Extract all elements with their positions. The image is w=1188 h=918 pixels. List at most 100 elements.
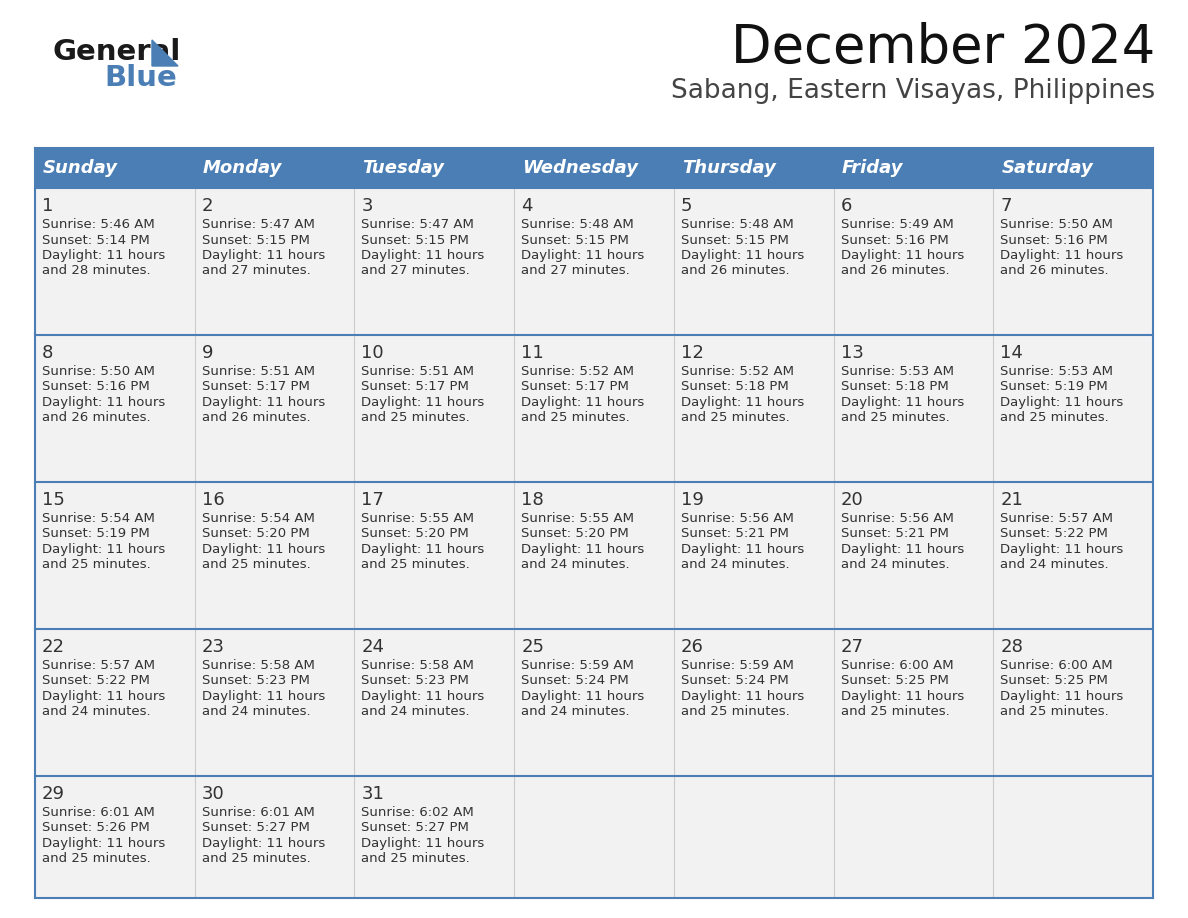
Text: Sunset: 5:20 PM: Sunset: 5:20 PM: [522, 528, 628, 541]
Text: and 24 minutes.: and 24 minutes.: [681, 558, 790, 572]
Text: Sunrise: 5:58 AM: Sunrise: 5:58 AM: [202, 659, 315, 672]
Text: Sunset: 5:16 PM: Sunset: 5:16 PM: [42, 380, 150, 394]
Text: General: General: [52, 38, 181, 66]
Text: Sunrise: 5:51 AM: Sunrise: 5:51 AM: [361, 365, 474, 378]
Text: Daylight: 11 hours: Daylight: 11 hours: [202, 249, 326, 262]
Bar: [34, 776, 1154, 898]
Text: and 24 minutes.: and 24 minutes.: [1000, 558, 1108, 572]
Text: Daylight: 11 hours: Daylight: 11 hours: [202, 396, 326, 409]
Text: Sunrise: 5:53 AM: Sunrise: 5:53 AM: [1000, 365, 1113, 378]
Text: Daylight: 11 hours: Daylight: 11 hours: [361, 543, 485, 556]
Text: and 25 minutes.: and 25 minutes.: [202, 853, 310, 866]
Text: 18: 18: [522, 491, 544, 509]
Text: Daylight: 11 hours: Daylight: 11 hours: [42, 396, 165, 409]
Text: Friday: Friday: [841, 159, 903, 177]
Text: 24: 24: [361, 638, 385, 656]
Text: 4: 4: [522, 197, 532, 215]
Text: Sunrise: 5:49 AM: Sunrise: 5:49 AM: [841, 218, 953, 231]
Text: Thursday: Thursday: [682, 159, 776, 177]
Text: Wednesday: Wednesday: [523, 159, 638, 177]
Text: 28: 28: [1000, 638, 1023, 656]
Text: Daylight: 11 hours: Daylight: 11 hours: [681, 690, 804, 703]
Text: Monday: Monday: [203, 159, 282, 177]
Text: 16: 16: [202, 491, 225, 509]
Text: Daylight: 11 hours: Daylight: 11 hours: [681, 249, 804, 262]
Text: Sunrise: 5:51 AM: Sunrise: 5:51 AM: [202, 365, 315, 378]
Text: Daylight: 11 hours: Daylight: 11 hours: [361, 837, 485, 850]
Text: Daylight: 11 hours: Daylight: 11 hours: [841, 690, 963, 703]
Text: Sunrise: 6:02 AM: Sunrise: 6:02 AM: [361, 806, 474, 819]
Text: Daylight: 11 hours: Daylight: 11 hours: [1000, 396, 1124, 409]
Text: Daylight: 11 hours: Daylight: 11 hours: [42, 249, 165, 262]
Text: Sunrise: 5:55 AM: Sunrise: 5:55 AM: [522, 512, 634, 525]
Text: and 25 minutes.: and 25 minutes.: [841, 706, 949, 719]
Text: 12: 12: [681, 344, 703, 362]
Text: Daylight: 11 hours: Daylight: 11 hours: [361, 690, 485, 703]
Text: Daylight: 11 hours: Daylight: 11 hours: [361, 396, 485, 409]
Text: Sunset: 5:14 PM: Sunset: 5:14 PM: [42, 233, 150, 247]
Text: 11: 11: [522, 344, 544, 362]
Bar: [34, 629, 1154, 776]
Text: Sunrise: 5:52 AM: Sunrise: 5:52 AM: [681, 365, 794, 378]
Text: December 2024: December 2024: [731, 22, 1155, 74]
Text: 13: 13: [841, 344, 864, 362]
Text: Sunset: 5:18 PM: Sunset: 5:18 PM: [841, 380, 948, 394]
Text: Sunset: 5:20 PM: Sunset: 5:20 PM: [202, 528, 309, 541]
Text: and 25 minutes.: and 25 minutes.: [361, 853, 470, 866]
Text: Sunset: 5:17 PM: Sunset: 5:17 PM: [202, 380, 310, 394]
Text: Sunset: 5:16 PM: Sunset: 5:16 PM: [841, 233, 948, 247]
Text: Daylight: 11 hours: Daylight: 11 hours: [1000, 543, 1124, 556]
Text: 9: 9: [202, 344, 213, 362]
Text: Sunset: 5:19 PM: Sunset: 5:19 PM: [1000, 380, 1108, 394]
Bar: [34, 188, 1154, 335]
Text: Sunrise: 5:46 AM: Sunrise: 5:46 AM: [42, 218, 154, 231]
Text: Sunrise: 5:59 AM: Sunrise: 5:59 AM: [681, 659, 794, 672]
Text: Sunset: 5:22 PM: Sunset: 5:22 PM: [1000, 528, 1108, 541]
Text: and 25 minutes.: and 25 minutes.: [841, 411, 949, 424]
Text: Sunrise: 5:56 AM: Sunrise: 5:56 AM: [681, 512, 794, 525]
Text: 8: 8: [42, 344, 53, 362]
Text: Daylight: 11 hours: Daylight: 11 hours: [522, 249, 644, 262]
Text: Sunset: 5:21 PM: Sunset: 5:21 PM: [681, 528, 789, 541]
Text: Daylight: 11 hours: Daylight: 11 hours: [841, 543, 963, 556]
Text: and 24 minutes.: and 24 minutes.: [522, 706, 630, 719]
Text: 25: 25: [522, 638, 544, 656]
Text: and 25 minutes.: and 25 minutes.: [42, 853, 151, 866]
Text: Daylight: 11 hours: Daylight: 11 hours: [202, 690, 326, 703]
Text: Sunrise: 5:53 AM: Sunrise: 5:53 AM: [841, 365, 954, 378]
Text: 26: 26: [681, 638, 703, 656]
Text: and 24 minutes.: and 24 minutes.: [202, 706, 310, 719]
Text: and 25 minutes.: and 25 minutes.: [681, 411, 790, 424]
Text: Sunrise: 5:56 AM: Sunrise: 5:56 AM: [841, 512, 954, 525]
Text: and 24 minutes.: and 24 minutes.: [841, 558, 949, 572]
Text: 23: 23: [202, 638, 225, 656]
Text: and 28 minutes.: and 28 minutes.: [42, 264, 151, 277]
Text: and 27 minutes.: and 27 minutes.: [522, 264, 630, 277]
Text: 6: 6: [841, 197, 852, 215]
Text: Sunset: 5:24 PM: Sunset: 5:24 PM: [681, 675, 789, 688]
Text: Daylight: 11 hours: Daylight: 11 hours: [1000, 690, 1124, 703]
Text: 17: 17: [361, 491, 384, 509]
Text: Sunset: 5:24 PM: Sunset: 5:24 PM: [522, 675, 628, 688]
Text: Sunday: Sunday: [43, 159, 118, 177]
Text: Sunset: 5:23 PM: Sunset: 5:23 PM: [361, 675, 469, 688]
Text: Sunset: 5:17 PM: Sunset: 5:17 PM: [522, 380, 628, 394]
Text: Daylight: 11 hours: Daylight: 11 hours: [42, 690, 165, 703]
Text: 21: 21: [1000, 491, 1023, 509]
Text: 31: 31: [361, 785, 384, 803]
Text: Sunrise: 5:48 AM: Sunrise: 5:48 AM: [522, 218, 634, 231]
Text: and 24 minutes.: and 24 minutes.: [361, 706, 470, 719]
Text: Daylight: 11 hours: Daylight: 11 hours: [841, 396, 963, 409]
Text: and 24 minutes.: and 24 minutes.: [42, 706, 151, 719]
Text: Daylight: 11 hours: Daylight: 11 hours: [522, 690, 644, 703]
Text: and 26 minutes.: and 26 minutes.: [42, 411, 151, 424]
Text: Sunrise: 6:01 AM: Sunrise: 6:01 AM: [202, 806, 315, 819]
Text: and 25 minutes.: and 25 minutes.: [1000, 706, 1110, 719]
Text: Sunset: 5:23 PM: Sunset: 5:23 PM: [202, 675, 310, 688]
Text: Daylight: 11 hours: Daylight: 11 hours: [841, 249, 963, 262]
Text: and 26 minutes.: and 26 minutes.: [1000, 264, 1108, 277]
Text: 22: 22: [42, 638, 65, 656]
Text: Sunrise: 5:52 AM: Sunrise: 5:52 AM: [522, 365, 634, 378]
Text: Sunset: 5:25 PM: Sunset: 5:25 PM: [1000, 675, 1108, 688]
Text: Blue: Blue: [105, 64, 177, 92]
